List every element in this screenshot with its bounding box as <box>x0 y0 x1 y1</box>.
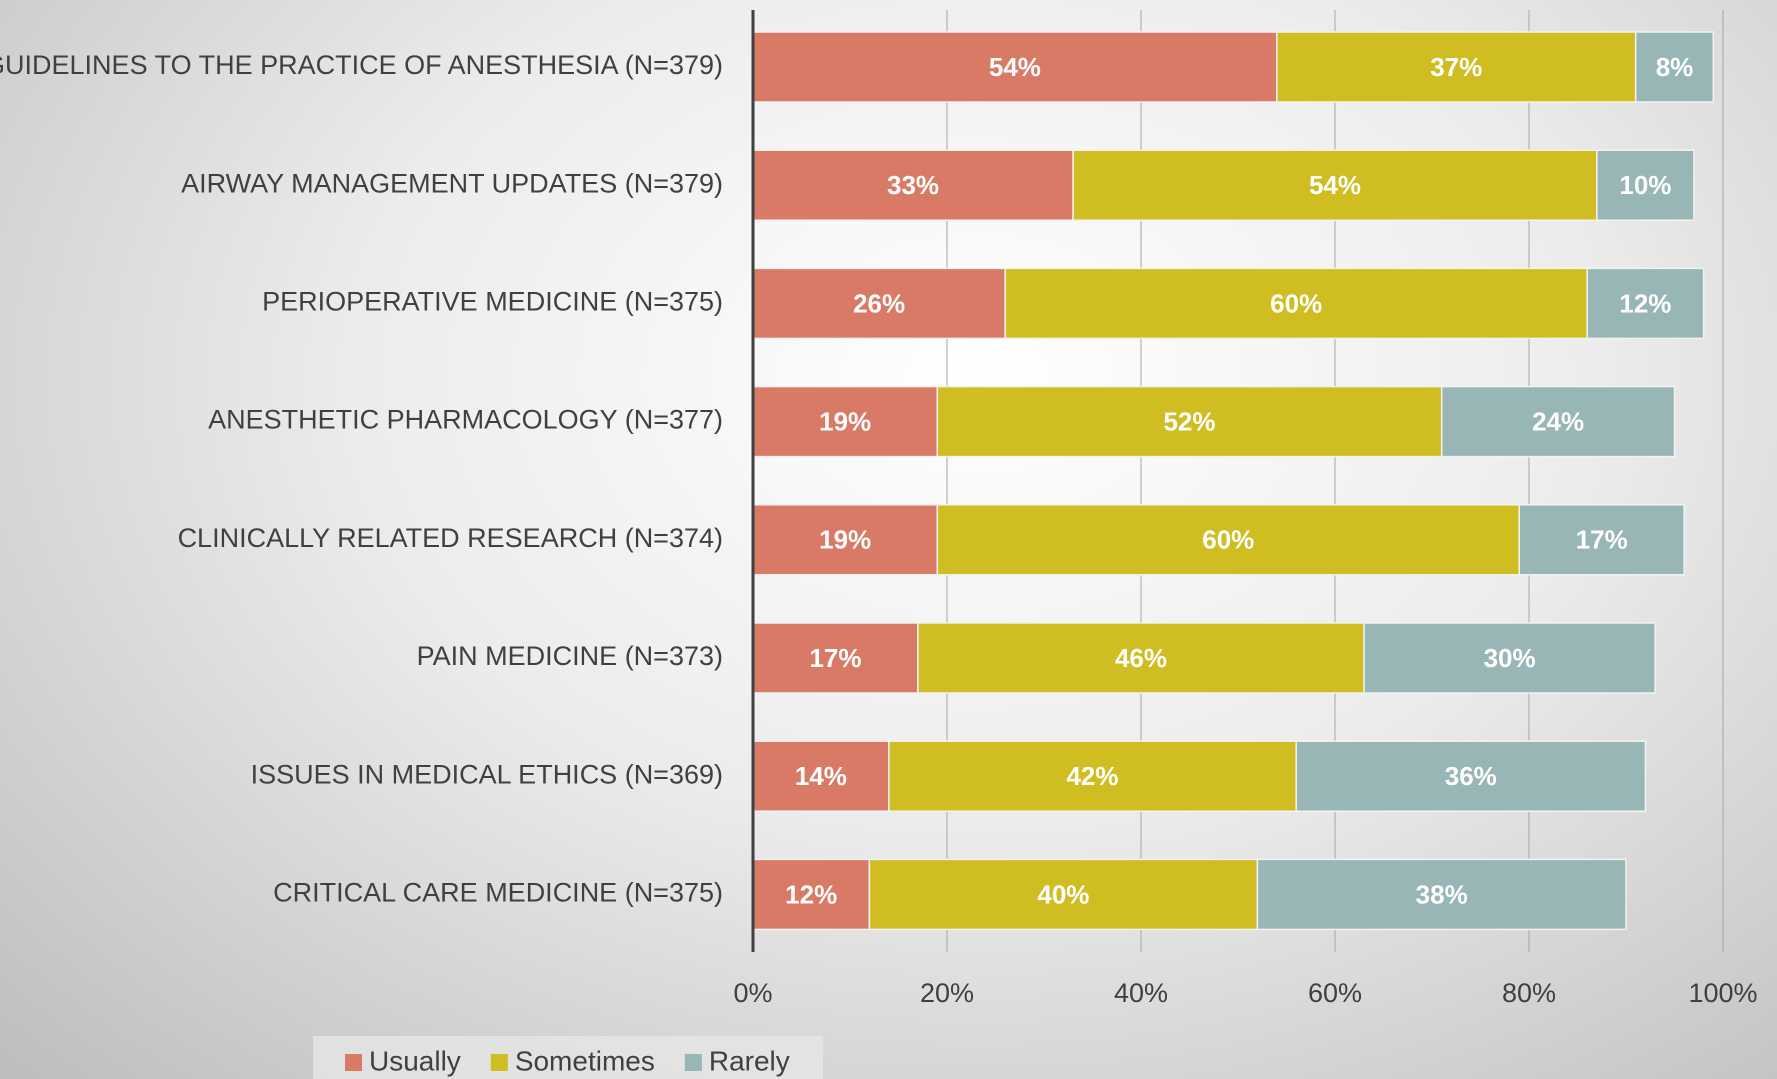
bar-segment <box>752 149 1074 221</box>
data-label: 60% <box>1202 525 1254 555</box>
bar-segment <box>752 31 1278 103</box>
bar-segment <box>752 267 1006 340</box>
data-label: 37% <box>1430 52 1482 82</box>
category-label: PAIN MEDICINE (N=373) <box>417 641 723 671</box>
data-label: 38% <box>1416 879 1468 909</box>
category-label: GUIDELINES TO THE PRACTICE OF ANESTHESIA… <box>0 50 723 80</box>
bar-segment <box>1596 149 1695 221</box>
legend-swatch <box>684 1054 702 1071</box>
bar-segment <box>1256 858 1627 931</box>
data-label: 42% <box>1066 761 1118 791</box>
data-label: 12% <box>1619 288 1671 318</box>
category-label: PERIOPERATIVE MEDICINE (N=375) <box>262 287 723 317</box>
bar-segment <box>752 504 939 576</box>
bar-segment <box>752 385 939 458</box>
category-label: ISSUES IN MEDICAL ETHICS (N=369) <box>251 759 723 789</box>
legend-label: Sometimes <box>515 1045 655 1076</box>
bar-segment <box>1004 267 1588 340</box>
bar-segment <box>1072 149 1598 221</box>
data-label: 46% <box>1115 643 1167 673</box>
legend-box <box>313 1036 823 1079</box>
data-label: 17% <box>1576 525 1628 555</box>
x-tick-label: 40% <box>1114 978 1168 1008</box>
x-tick-label: 0% <box>733 978 772 1008</box>
data-label: 24% <box>1532 406 1584 436</box>
bar-segment <box>1440 385 1676 458</box>
category-label: ANESTHETIC PHARMACOLOGY (N=377) <box>208 405 723 435</box>
data-label: 54% <box>989 52 1041 82</box>
x-tick-label: 100% <box>1688 978 1757 1008</box>
bar-segment <box>936 504 1521 576</box>
bar-segment <box>1518 504 1685 576</box>
category-label: CLINICALLY RELATED RESEARCH (N=374) <box>178 523 723 553</box>
data-label: 60% <box>1270 288 1322 318</box>
data-label: 30% <box>1484 643 1536 673</box>
bar-segment <box>1634 31 1715 103</box>
bar-segment <box>1363 622 1656 694</box>
x-tick-label: 80% <box>1502 978 1556 1008</box>
legend-swatch <box>490 1054 508 1071</box>
legend-label: Usually <box>369 1045 461 1076</box>
data-label: 8% <box>1656 52 1694 82</box>
category-label: CRITICAL CARE MEDICINE (N=375) <box>273 878 723 908</box>
data-label: 14% <box>795 761 847 791</box>
category-label: AIRWAY MANAGEMENT UPDATES (N=379) <box>181 168 723 198</box>
legend-label: Rarely <box>709 1045 790 1076</box>
data-label: 33% <box>887 170 939 200</box>
data-label: 19% <box>819 525 871 555</box>
x-tick-label: 20% <box>920 978 974 1008</box>
data-label: 54% <box>1309 170 1361 200</box>
legend-swatch <box>345 1054 362 1071</box>
bar-segment <box>868 858 1259 931</box>
bar-segment <box>1586 267 1705 340</box>
bar-segment <box>1295 740 1647 812</box>
data-label: 12% <box>785 879 837 909</box>
data-label: 26% <box>853 288 905 318</box>
x-tick-label: 60% <box>1308 978 1362 1008</box>
bar-segment <box>917 622 1365 694</box>
data-label: 10% <box>1619 170 1671 200</box>
bar-segment <box>936 385 1443 458</box>
data-label: 52% <box>1163 406 1215 436</box>
data-label: 19% <box>819 406 871 436</box>
data-label: 17% <box>809 643 861 673</box>
data-label: 40% <box>1037 879 1089 909</box>
data-label: 36% <box>1445 761 1497 791</box>
